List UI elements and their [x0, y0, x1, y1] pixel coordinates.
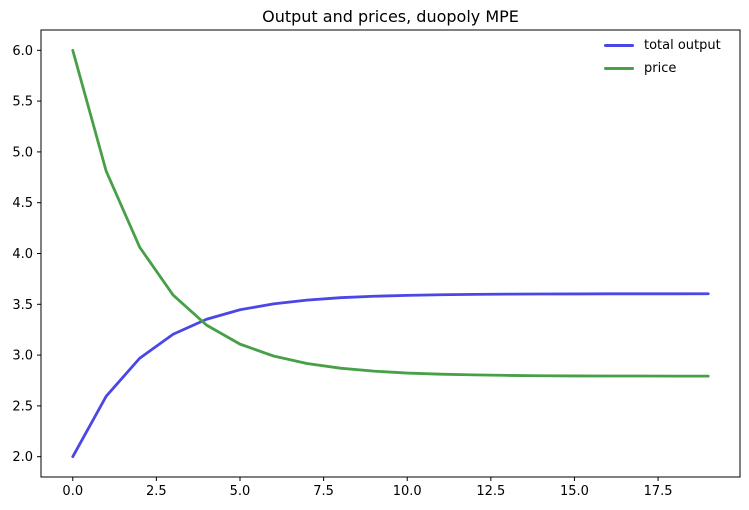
y-tick-label: 5.5 — [12, 95, 33, 110]
y-tick-label: 2.0 — [12, 450, 33, 465]
legend-item-total-output: total output — [604, 37, 721, 54]
series-line-price — [71, 48, 710, 378]
x-tick-label: 10.0 — [393, 484, 422, 499]
y-tick-label: 5.0 — [12, 145, 33, 160]
axes-border — [40, 29, 741, 478]
y-tick-label: 3.5 — [12, 298, 33, 313]
x-tick-label: 0.0 — [62, 484, 83, 499]
x-tick-label: 7.5 — [313, 484, 334, 499]
series-line-total-output — [71, 292, 710, 459]
x-tick-label: 15.0 — [560, 484, 589, 499]
x-tick-label: 12.5 — [476, 484, 505, 499]
legend-swatch — [604, 44, 634, 47]
legend-label: total output — [644, 38, 721, 53]
x-tick-label: 17.5 — [644, 484, 673, 499]
x-tick-label: 5.0 — [230, 484, 251, 499]
y-tick-label: 2.5 — [12, 399, 33, 414]
x-tick-label: 2.5 — [146, 484, 167, 499]
y-tick-label: 6.0 — [12, 44, 33, 59]
legend-swatch — [604, 67, 634, 70]
y-tick-label: 3.0 — [12, 349, 33, 364]
y-tick-label: 4.5 — [12, 196, 33, 211]
legend-item-price: price — [604, 60, 721, 77]
y-tick-label: 4.0 — [12, 247, 33, 262]
legend: total output price — [604, 37, 721, 77]
legend-label: price — [644, 61, 677, 76]
chart-title: Output and prices, duopoly MPE — [262, 7, 519, 26]
